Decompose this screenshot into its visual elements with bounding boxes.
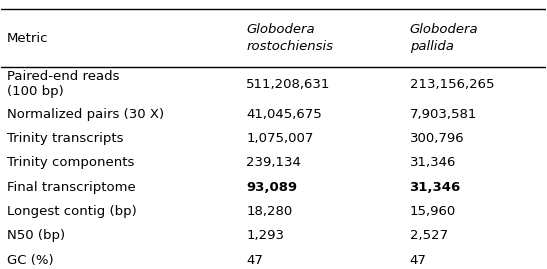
Text: N50 (bp): N50 (bp) [7, 229, 65, 242]
Text: GC (%): GC (%) [7, 254, 54, 267]
Text: 7,903,581: 7,903,581 [410, 108, 477, 121]
Text: 511,208,631: 511,208,631 [246, 78, 331, 91]
Text: 213,156,265: 213,156,265 [410, 78, 494, 91]
Text: Trinity transcripts: Trinity transcripts [7, 132, 123, 145]
Text: Trinity components: Trinity components [7, 156, 134, 169]
Text: Globodera
pallida: Globodera pallida [410, 23, 478, 53]
Text: Globodera
rostochiensis: Globodera rostochiensis [246, 23, 333, 53]
Text: Normalized pairs (30 X): Normalized pairs (30 X) [7, 108, 164, 121]
Text: 1,293: 1,293 [246, 229, 284, 242]
Text: 15,960: 15,960 [410, 205, 456, 218]
Text: 47: 47 [246, 254, 263, 267]
Text: 31,346: 31,346 [410, 156, 456, 169]
Text: Longest contig (bp): Longest contig (bp) [7, 205, 137, 218]
Text: 2,527: 2,527 [410, 229, 447, 242]
Text: Metric: Metric [7, 31, 48, 45]
Text: Paired-end reads
(100 bp): Paired-end reads (100 bp) [7, 70, 119, 98]
Text: Final transcriptome: Final transcriptome [7, 181, 136, 194]
Text: 300,796: 300,796 [410, 132, 464, 145]
Text: 93,089: 93,089 [246, 181, 298, 194]
Text: 47: 47 [410, 254, 427, 267]
Text: 41,045,675: 41,045,675 [246, 108, 322, 121]
Text: 1,075,007: 1,075,007 [246, 132, 313, 145]
Text: 18,280: 18,280 [246, 205, 293, 218]
Text: 239,134: 239,134 [246, 156, 301, 169]
Text: 31,346: 31,346 [410, 181, 461, 194]
